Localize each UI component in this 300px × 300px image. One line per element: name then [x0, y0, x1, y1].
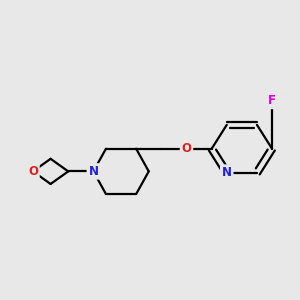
Text: N: N	[88, 165, 98, 178]
Text: F: F	[268, 94, 276, 107]
Text: O: O	[182, 142, 191, 155]
Text: N: N	[222, 166, 232, 179]
Text: O: O	[28, 165, 38, 178]
